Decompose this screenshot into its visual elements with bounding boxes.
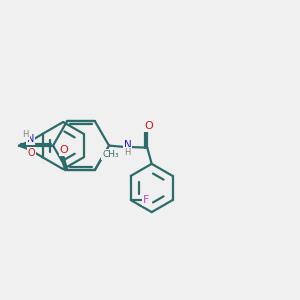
Text: CH₃: CH₃ <box>102 150 119 159</box>
Text: O: O <box>144 122 153 131</box>
Text: F: F <box>143 195 149 205</box>
Text: O: O <box>60 145 68 155</box>
Text: N: N <box>124 140 131 150</box>
Text: H: H <box>22 130 29 139</box>
Text: O: O <box>28 148 35 158</box>
Text: N: N <box>27 134 34 144</box>
Text: H: H <box>124 148 131 157</box>
